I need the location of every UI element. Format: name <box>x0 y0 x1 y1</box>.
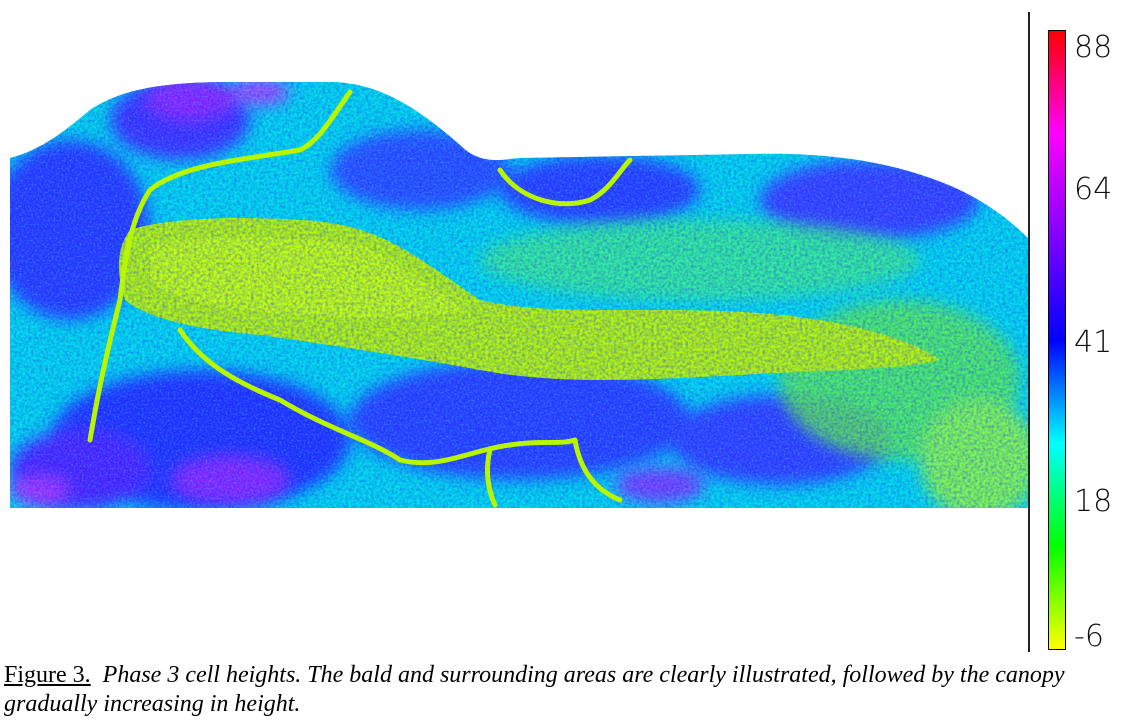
texture-noise-light <box>10 82 1030 508</box>
figure-caption: Figure 3. Phase 3 cell heights. The bald… <box>4 661 1142 719</box>
colorbar-tick-label: -6 <box>1074 619 1104 654</box>
colorbar-tick-label: 18 <box>1074 484 1113 519</box>
figure-caption-text: Phase 3 cell heights. The bald and surro… <box>4 662 1065 717</box>
colorbar <box>1048 30 1066 650</box>
figure-label: Figure 3. <box>4 662 91 688</box>
cell-height-map <box>10 82 1030 508</box>
colorbar-tick-label: 88 <box>1074 30 1113 65</box>
trail-lines <box>87 89 633 508</box>
colorbar-tick-label: 41 <box>1074 325 1113 360</box>
colorbar-tick-label: 64 <box>1074 172 1113 207</box>
axis-divider-line <box>1028 12 1030 652</box>
